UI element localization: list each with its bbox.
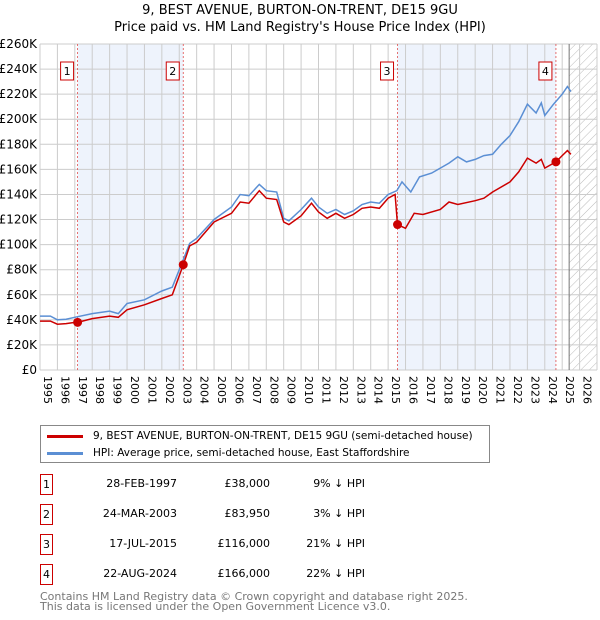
x-tick-label: 1996 (58, 376, 71, 404)
x-tick-label: 2004 (198, 376, 211, 404)
sale-point (393, 220, 403, 230)
x-tick-label: 2025 (563, 376, 576, 404)
blue-line-swatch (47, 451, 83, 455)
sale-point (551, 157, 561, 167)
sale-label-box (380, 61, 395, 81)
legend: 9, BEST AVENUE, BURTON-ON-TRENT, DE15 9G… (40, 425, 490, 463)
transaction-hpi-diff: 3% ↓ HPI (313, 507, 365, 520)
price-chart: 1995 1996 1997 1998 1999 2000 2001 2002 2003 2004… (0, 37, 600, 404)
transaction-number: 2 (40, 504, 53, 525)
transaction-price: £166,000 (217, 567, 271, 580)
ownership-band (397, 44, 556, 370)
x-tick-label: 2021 (494, 376, 507, 404)
x-tick-label: 2013 (354, 376, 367, 404)
y-tick-label: £140K (0, 187, 38, 201)
x-tick-label: 1995 (41, 376, 54, 404)
x-tick-label: 1997 (76, 376, 89, 404)
x-tick-label: 2024 (546, 376, 559, 404)
y-tick-label: £120K (0, 213, 38, 227)
legend-item-hpi: HPI: Average price, semi-detached house,… (47, 445, 410, 461)
sale-label-box (60, 61, 75, 81)
transaction-number: 4 (40, 564, 53, 585)
x-tick-label: 2003 (180, 376, 193, 404)
y-tick-label: £20K (6, 338, 38, 352)
x-tick-label: 2026 (581, 376, 594, 404)
transaction-date: 24-MAR-2003 (102, 507, 177, 520)
y-tick-label: £160K (0, 162, 38, 176)
footer-copyright: Contains HM Land Registry data © Crown c… (40, 590, 468, 603)
sale-label-box (165, 61, 180, 81)
sale-label: 1 (64, 65, 71, 78)
y-tick-label: £100K (0, 238, 38, 252)
footer-licence: This data is licensed under the Open Gov… (40, 600, 391, 613)
transaction-price: £83,950 (224, 507, 271, 520)
x-tick-label: 2023 (528, 376, 541, 404)
transaction-date: 28-FEB-1997 (106, 477, 177, 490)
x-tick-label: 2002 (163, 376, 176, 404)
transaction-row: 4 22-AUG-2024 £166,000 22% ↓ HPI (40, 564, 440, 586)
sale-point (73, 317, 83, 327)
chart-subtitle: Price paid vs. HM Land Registry's House … (114, 20, 486, 35)
transaction-hpi-diff: 9% ↓ HPI (313, 477, 365, 490)
x-tick-label: 2010 (302, 376, 315, 404)
ownership-band (77, 44, 184, 370)
sale-label: 2 (169, 65, 176, 78)
y-tick-label: £40K (6, 313, 38, 327)
x-tick-label: 2007 (250, 376, 263, 404)
legend-label: 9, BEST AVENUE, BURTON-ON-TRENT, DE15 9G… (93, 430, 473, 442)
price-paid-line (40, 149, 572, 325)
transaction-price: £116,000 (217, 537, 271, 550)
transaction-row: 3 17-JUL-2015 £116,000 21% ↓ HPI (40, 534, 440, 556)
x-tick-label: 2019 (459, 376, 472, 404)
y-tick-label: £240K (0, 62, 38, 76)
x-tick-label: 1999 (111, 376, 124, 404)
y-tick-label: £260K (0, 37, 38, 51)
transaction-date: 22-AUG-2024 (103, 567, 177, 580)
transaction-price: £38,000 (224, 477, 271, 490)
x-tick-label: 2001 (145, 376, 158, 404)
x-tick-label: 2006 (232, 376, 245, 404)
x-tick-label: 2012 (337, 376, 350, 404)
chart-title: 9, BEST AVENUE, BURTON-ON-TRENT, DE15 9G… (142, 3, 458, 18)
forecast-hatch (569, 44, 597, 370)
x-tick-label: 2014 (372, 376, 385, 404)
transaction-number: 1 (40, 474, 53, 495)
sale-label: 4 (542, 65, 549, 78)
transaction-date: 17-JUL-2015 (109, 537, 177, 550)
x-tick-label: 2017 (424, 376, 437, 404)
y-tick-label: £0 (22, 363, 37, 377)
hpi-line (40, 85, 572, 321)
x-tick-label: 2008 (267, 376, 280, 404)
x-tick-label: 2022 (511, 376, 524, 404)
x-tick-label: 1998 (93, 376, 106, 404)
y-tick-label: £60K (6, 288, 38, 302)
transaction-number: 3 (40, 534, 53, 555)
transaction-hpi-diff: 22% ↓ HPI (306, 567, 365, 580)
x-tick-label: 2011 (320, 376, 333, 404)
x-tick-label: 2009 (285, 376, 298, 404)
sale-point (178, 260, 188, 270)
y-tick-label: £220K (0, 87, 38, 101)
y-tick-label: £180K (0, 137, 38, 151)
x-tick-label: 2018 (441, 376, 454, 404)
red-line-swatch (47, 434, 83, 438)
legend-label: HPI: Average price, semi-detached house,… (93, 447, 410, 459)
transaction-row: 2 24-MAR-2003 £83,950 3% ↓ HPI (40, 504, 440, 526)
x-tick-label: 2015 (389, 376, 402, 404)
transaction-hpi-diff: 21% ↓ HPI (306, 537, 365, 550)
x-tick-label: 2027 (598, 376, 600, 404)
sale-label: 3 (384, 65, 391, 78)
sale-label-box (538, 61, 553, 81)
x-tick-label: 2020 (476, 376, 489, 404)
y-tick-label: £200K (0, 112, 38, 126)
transaction-row: 1 28-FEB-1997 £38,000 9% ↓ HPI (40, 474, 440, 496)
legend-item-property: 9, BEST AVENUE, BURTON-ON-TRENT, DE15 9G… (47, 428, 473, 444)
x-tick-label: 2016 (407, 376, 420, 404)
y-tick-label: £80K (6, 263, 38, 277)
x-tick-label: 2000 (128, 376, 141, 404)
x-tick-label: 2005 (215, 376, 228, 404)
